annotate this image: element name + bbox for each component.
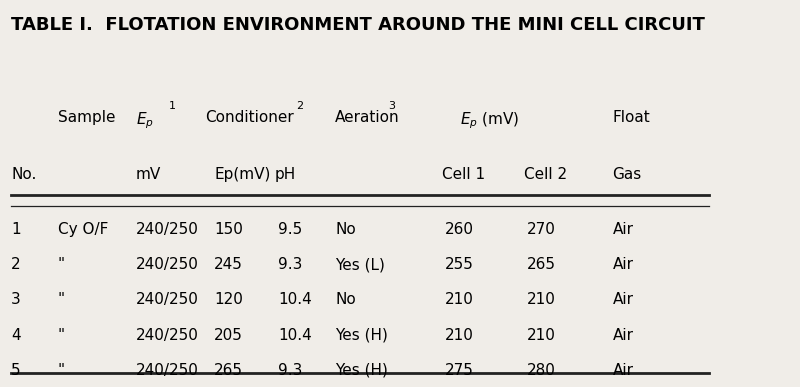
Text: No.: No.: [11, 167, 37, 182]
Text: ": ": [58, 257, 65, 272]
Text: Float: Float: [613, 110, 650, 125]
Text: 9.3: 9.3: [278, 257, 302, 272]
Text: 240/250: 240/250: [136, 292, 198, 307]
Text: Cell 2: Cell 2: [524, 167, 566, 182]
Text: 120: 120: [214, 292, 243, 307]
Text: Yes (H): Yes (H): [335, 363, 388, 378]
Text: pH: pH: [274, 167, 296, 182]
Text: No: No: [335, 222, 356, 237]
Text: 210: 210: [527, 292, 556, 307]
Text: 240/250: 240/250: [136, 257, 198, 272]
Text: Air: Air: [613, 327, 634, 342]
Text: ": ": [58, 292, 65, 307]
Text: Gas: Gas: [613, 167, 642, 182]
Text: 265: 265: [527, 257, 556, 272]
Text: 240/250: 240/250: [136, 327, 198, 342]
Text: 245: 245: [214, 257, 243, 272]
Text: Cy O/F: Cy O/F: [58, 222, 108, 237]
Text: 1: 1: [11, 222, 21, 237]
Text: 4: 4: [11, 327, 21, 342]
Text: Conditioner: Conditioner: [206, 110, 294, 125]
Text: TABLE I.  FLOTATION ENVIRONMENT AROUND THE MINI CELL CIRCUIT: TABLE I. FLOTATION ENVIRONMENT AROUND TH…: [11, 15, 705, 34]
Text: No: No: [335, 292, 356, 307]
Text: 280: 280: [527, 363, 556, 378]
Text: 3: 3: [11, 292, 21, 307]
Text: 265: 265: [214, 363, 243, 378]
Text: 150: 150: [214, 222, 243, 237]
Text: 2: 2: [296, 101, 303, 111]
Text: 2: 2: [11, 257, 21, 272]
Text: 275: 275: [446, 363, 474, 378]
Text: 260: 260: [446, 222, 474, 237]
Text: 240/250: 240/250: [136, 222, 198, 237]
Text: Yes (H): Yes (H): [335, 327, 388, 342]
Text: Sample: Sample: [58, 110, 115, 125]
Text: 210: 210: [446, 292, 474, 307]
Text: 270: 270: [527, 222, 556, 237]
Text: mV: mV: [136, 167, 161, 182]
Text: 9.3: 9.3: [278, 363, 302, 378]
Text: 1: 1: [169, 101, 175, 111]
Text: 210: 210: [527, 327, 556, 342]
Text: 10.4: 10.4: [278, 327, 312, 342]
Text: 5: 5: [11, 363, 21, 378]
Text: 255: 255: [446, 257, 474, 272]
Text: 210: 210: [446, 327, 474, 342]
Text: 3: 3: [388, 101, 394, 111]
Text: Aeration: Aeration: [335, 110, 400, 125]
Text: Ep(mV): Ep(mV): [214, 167, 270, 182]
Text: Cell 1: Cell 1: [442, 167, 485, 182]
Text: 205: 205: [214, 327, 243, 342]
Text: 10.4: 10.4: [278, 292, 312, 307]
Text: 240/250: 240/250: [136, 363, 198, 378]
Text: Air: Air: [613, 257, 634, 272]
Text: Air: Air: [613, 363, 634, 378]
Text: $E_p$ (mV): $E_p$ (mV): [460, 110, 519, 131]
Text: Air: Air: [613, 222, 634, 237]
Text: $E_p$: $E_p$: [136, 110, 154, 131]
Text: Yes (L): Yes (L): [335, 257, 385, 272]
Text: 9.5: 9.5: [278, 222, 302, 237]
Text: ": ": [58, 363, 65, 378]
Text: ": ": [58, 327, 65, 342]
Text: Air: Air: [613, 292, 634, 307]
